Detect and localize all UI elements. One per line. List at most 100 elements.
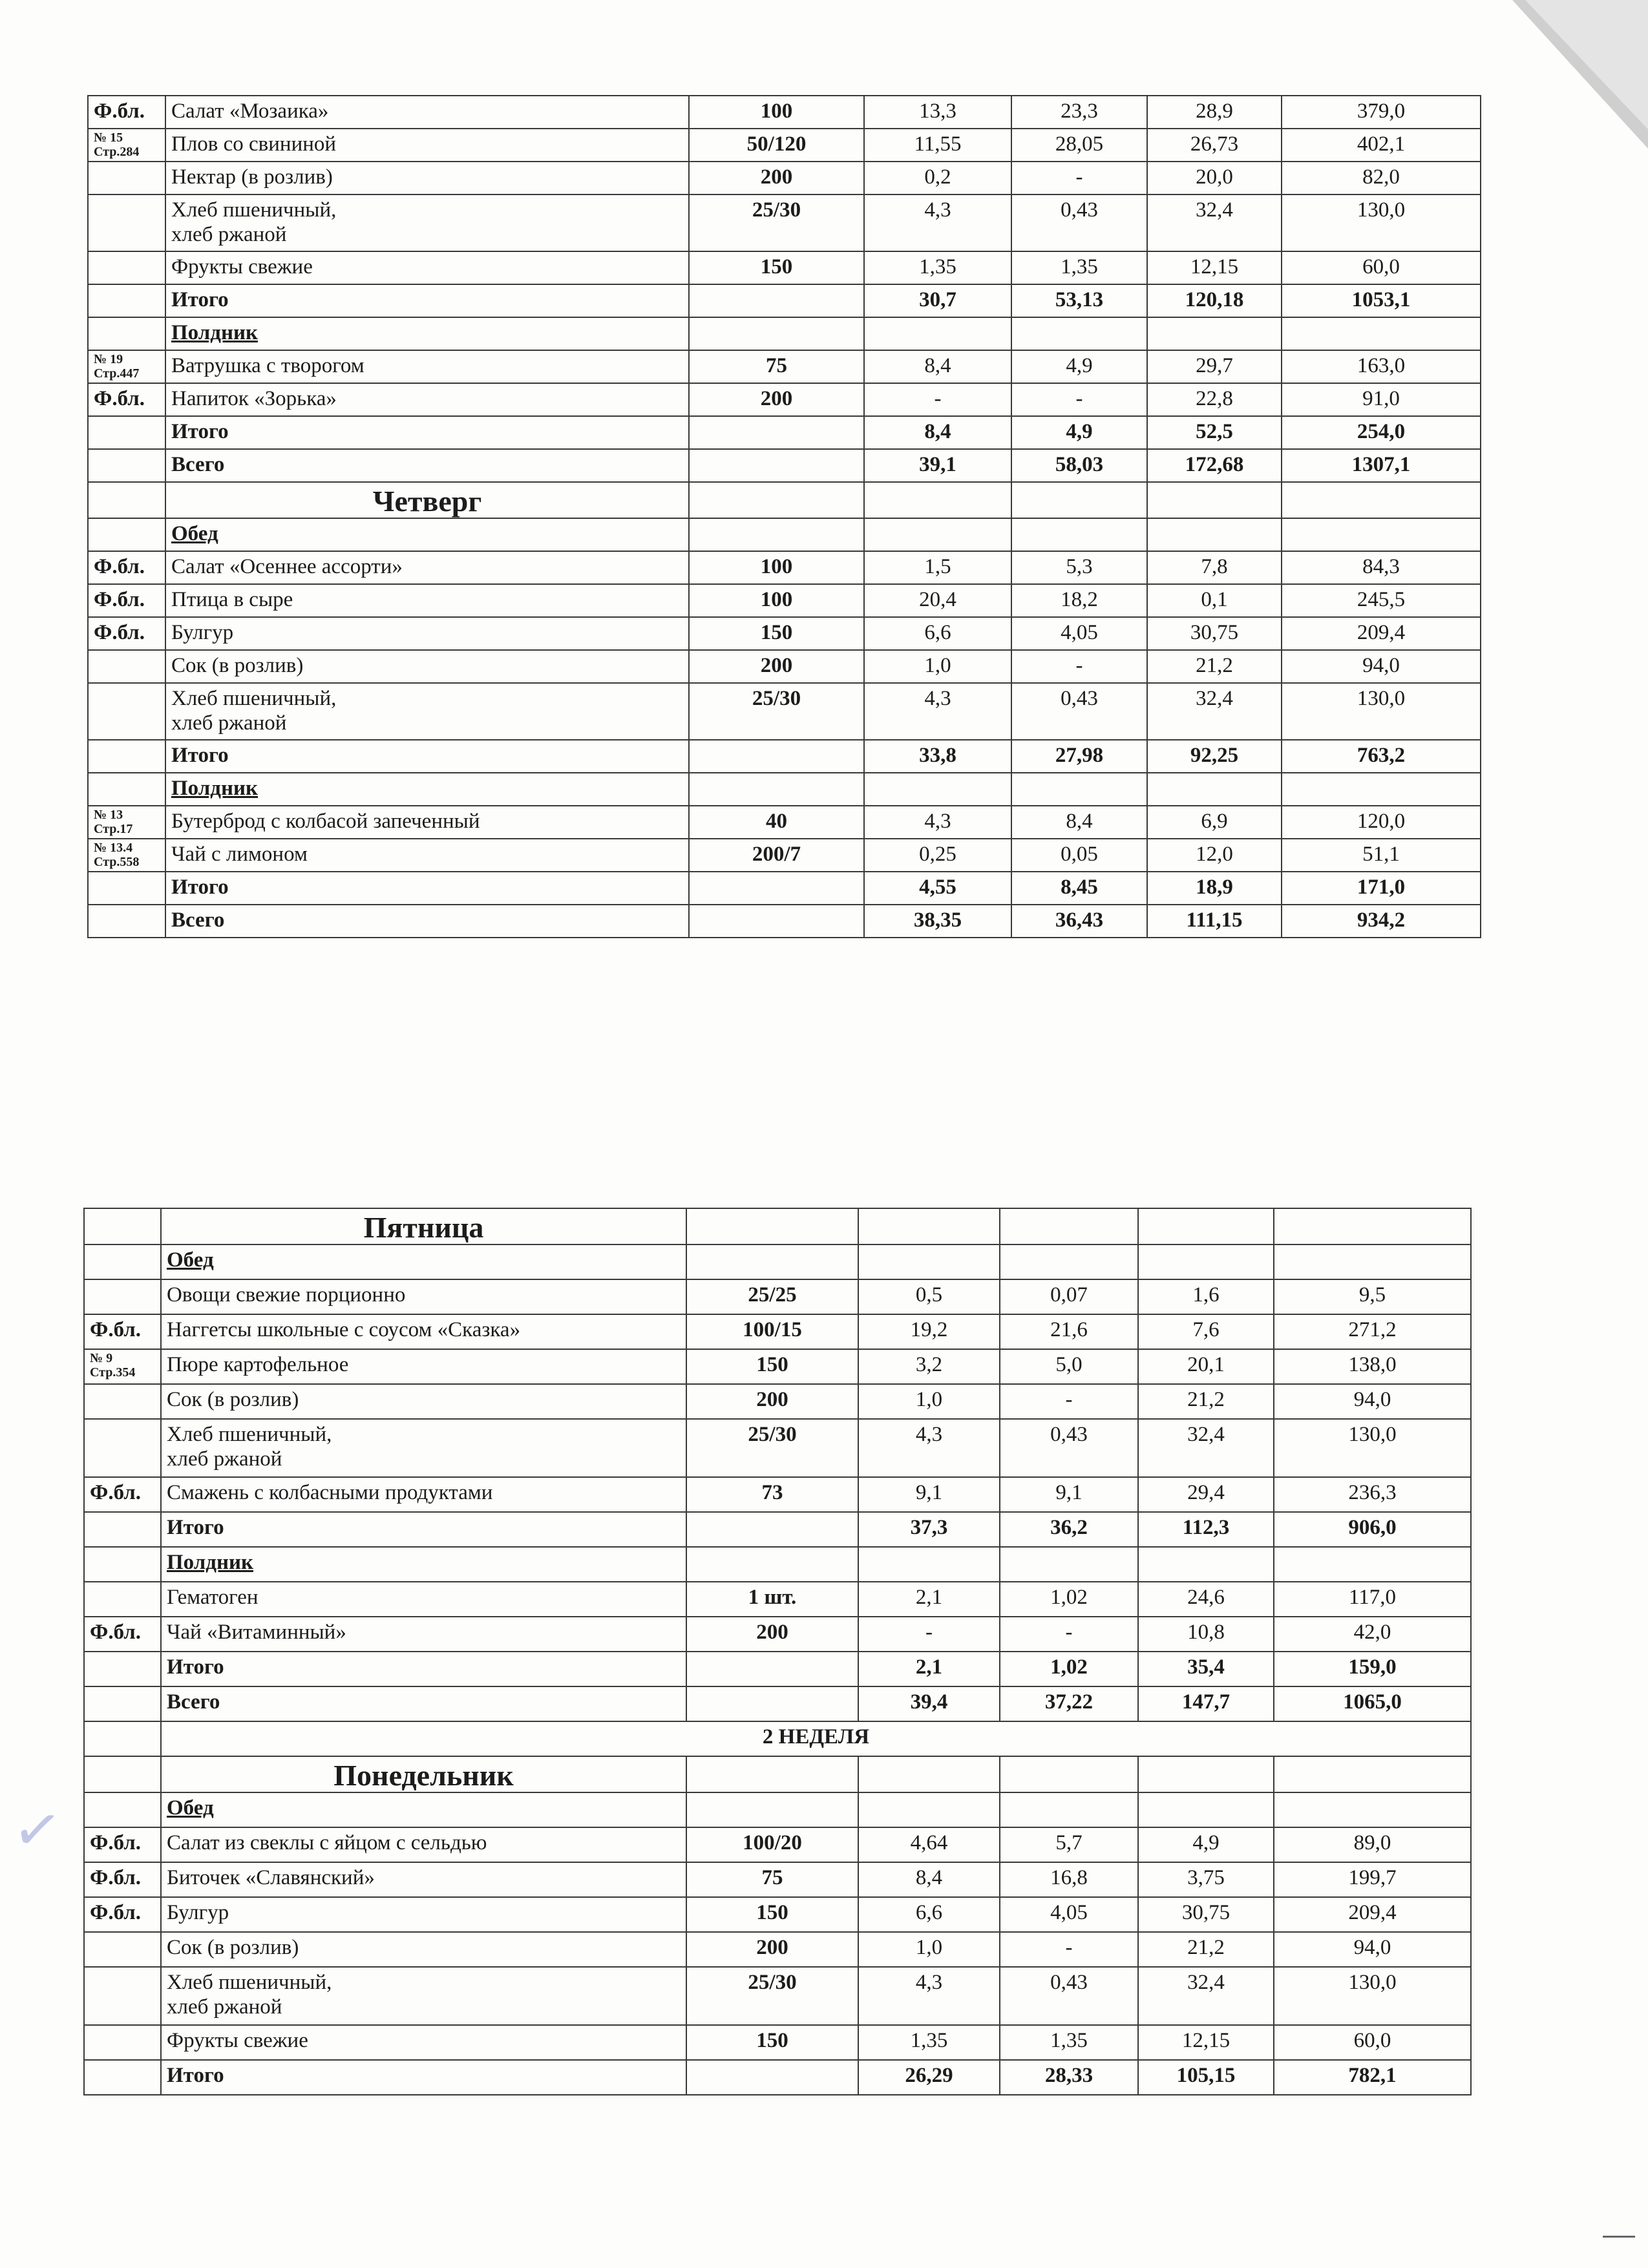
empty-cell xyxy=(1011,772,1148,806)
section-cell: Полдник xyxy=(165,772,690,806)
dish-name: Биточек «Славянский» xyxy=(160,1862,687,1898)
empty-cell xyxy=(1011,518,1148,552)
dish-name: Всего xyxy=(160,1686,687,1722)
total-row: Итого 37,3 36,2 112,3 906,0 xyxy=(83,1511,1472,1548)
protein-value: 9,1 xyxy=(858,1476,1000,1513)
table-row: Ф.бл. Смажень с колбасными продуктами 73 9,… xyxy=(83,1476,1472,1513)
table-row: Ф.бл. Биточек «Славянский» 75 8,4 16,8 3,75 19… xyxy=(83,1862,1472,1898)
carbohydrate-value: 52,5 xyxy=(1146,415,1282,450)
section-row: Обед xyxy=(83,1244,1472,1280)
fat-value: 0,43 xyxy=(1011,682,1148,740)
portion-weight: 150 xyxy=(686,1349,859,1385)
dish-name: Овощи свежие порционно xyxy=(160,1279,687,1315)
fat-value: 58,03 xyxy=(1011,448,1148,483)
protein-value: - xyxy=(863,383,1012,417)
carbohydrate-value: 1,6 xyxy=(1137,1279,1274,1315)
recipe-code: Ф.бл. xyxy=(83,1827,162,1863)
recipe-code: Ф.бл. xyxy=(83,1616,162,1652)
protein-value: 6,6 xyxy=(858,1896,1000,1933)
table-row: Ф.бл. Напиток «Зорька» 200- -22,8 91,0 xyxy=(87,383,1481,417)
table-row: Ф.бл. Булгур 150 6,6 4,05 30,75 209,4 xyxy=(83,1896,1472,1933)
empty-cell xyxy=(1137,1244,1274,1280)
empty-cell xyxy=(858,1792,1000,1828)
carbohydrate-value: 29,7 xyxy=(1146,350,1282,384)
empty-cell xyxy=(999,1792,1139,1828)
empty-cell xyxy=(858,1546,1000,1582)
empty-cell xyxy=(688,518,865,552)
fat-value: 0,43 xyxy=(1011,194,1148,252)
fat-value: 23,3 xyxy=(1011,95,1148,129)
recipe-code xyxy=(87,448,166,483)
protein-value: 39,4 xyxy=(858,1686,1000,1722)
protein-value: 13,3 xyxy=(863,95,1012,129)
recipe-code xyxy=(83,1966,162,2026)
dish-name: Напиток «Зорька» xyxy=(165,383,690,417)
energy-value: 934,2 xyxy=(1281,904,1481,938)
energy-value: 130,0 xyxy=(1281,682,1481,740)
energy-value: 254,0 xyxy=(1281,415,1481,450)
protein-value: 4,3 xyxy=(863,682,1012,740)
empty-cell xyxy=(999,1756,1139,1793)
empty-cell xyxy=(688,317,865,351)
portion-weight xyxy=(688,415,865,450)
week-label: 2 НЕДЕЛЯ xyxy=(160,1721,1472,1757)
protein-value: 8,4 xyxy=(863,350,1012,384)
carbohydrate-value: 21,2 xyxy=(1137,1383,1274,1420)
energy-value: 1053,1 xyxy=(1281,284,1481,318)
section-title: Полдник xyxy=(171,777,258,800)
protein-value: 0,25 xyxy=(863,838,1012,872)
carbohydrate-value: 28,9 xyxy=(1146,95,1282,129)
protein-value: 1,35 xyxy=(858,2024,1000,2061)
carbohydrate-value: 6,9 xyxy=(1146,805,1282,839)
empty-cell xyxy=(863,772,1012,806)
section-title: Полдник xyxy=(167,1551,253,1574)
empty-cell xyxy=(999,1208,1139,1245)
empty-cell xyxy=(1273,1208,1472,1245)
energy-value: 271,2 xyxy=(1273,1314,1472,1350)
carbohydrate-value: 35,4 xyxy=(1137,1651,1274,1687)
dish-name: Хлеб пшеничный, хлеб ржаной xyxy=(160,1418,687,1478)
recipe-code: Ф.бл. xyxy=(87,383,166,417)
day-row: Четверг xyxy=(87,481,1481,519)
recipe-code xyxy=(83,1418,162,1478)
recipe-code: Ф.бл. xyxy=(83,1896,162,1933)
fat-value: 28,33 xyxy=(999,2059,1139,2095)
table-row: Хлеб пшеничный, хлеб ржаной 25/30 4,3 0,43 3… xyxy=(83,1418,1472,1478)
scan-mark xyxy=(1603,2236,1635,2238)
empty-cell xyxy=(83,1208,162,1245)
dish-name: Гематоген xyxy=(160,1581,687,1617)
energy-value: 209,4 xyxy=(1273,1896,1472,1933)
portion-weight: 150 xyxy=(688,251,865,285)
protein-value: 38,35 xyxy=(863,904,1012,938)
fat-value: 1,35 xyxy=(999,2024,1139,2061)
energy-value: 906,0 xyxy=(1273,1511,1472,1548)
table-row: Ф.бл. Птица в сыре 100 20,4 18,2 0,1 245,5 xyxy=(87,583,1481,618)
fat-value: - xyxy=(1011,383,1148,417)
carbohydrate-value: 172,68 xyxy=(1146,448,1282,483)
fat-value: 0,43 xyxy=(999,1966,1139,2026)
carbohydrate-value: 20,0 xyxy=(1146,161,1282,195)
empty-cell xyxy=(1137,1546,1274,1582)
energy-value: 117,0 xyxy=(1273,1581,1472,1617)
protein-value: 8,4 xyxy=(858,1862,1000,1898)
dish-name: Всего xyxy=(165,448,690,483)
section-title: Обед xyxy=(167,1796,214,1820)
recipe-code: № 15 Стр.284 xyxy=(87,128,166,162)
week-row: 2 НЕДЕЛЯ xyxy=(83,1721,1472,1757)
carbohydrate-value: 26,73 xyxy=(1146,128,1282,162)
energy-value: 209,4 xyxy=(1281,616,1481,651)
total-row: Всего 38,35 36,43 111,15 934,2 xyxy=(87,904,1481,938)
portion-weight xyxy=(686,2059,859,2095)
fat-value: 36,2 xyxy=(999,1511,1139,1548)
section-cell: Полдник xyxy=(165,317,690,351)
fat-value: 4,9 xyxy=(1011,350,1148,384)
empty-cell xyxy=(688,772,865,806)
day-title: Понедельник xyxy=(160,1756,687,1793)
empty-cell xyxy=(1281,518,1481,552)
portion-weight: 50/120 xyxy=(688,128,865,162)
energy-value: 42,0 xyxy=(1273,1616,1472,1652)
dish-name: Хлеб пшеничный, хлеб ржаной xyxy=(165,194,690,252)
portion-weight: 25/25 xyxy=(686,1279,859,1315)
energy-value: 379,0 xyxy=(1281,95,1481,129)
protein-value: 4,3 xyxy=(863,194,1012,252)
